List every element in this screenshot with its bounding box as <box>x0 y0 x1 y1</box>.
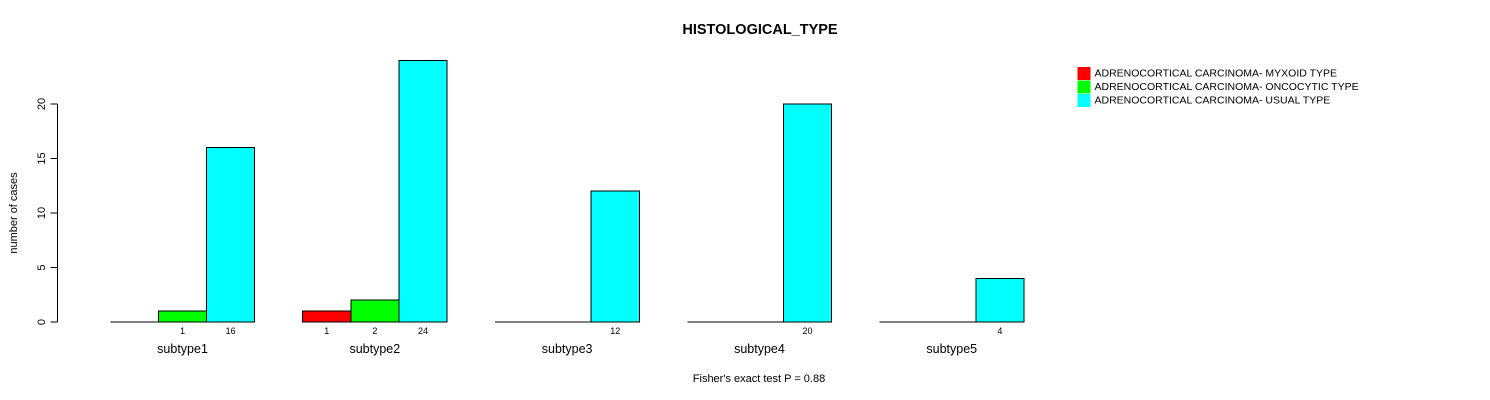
bar-usual-subtype3 <box>590 190 640 323</box>
x-axis-category-label: subtype1 <box>157 342 208 356</box>
bar-usual-subtype1 <box>206 147 256 323</box>
y-axis-tick-label: 10 <box>36 207 48 219</box>
bar-myxoid-subtype2 <box>302 310 352 323</box>
y-axis-title: number of cases <box>8 172 20 254</box>
y-axis-tick-label: 15 <box>36 152 48 164</box>
bar-value-label: 20 <box>803 326 813 336</box>
x-axis-category-label: subtype4 <box>734 342 785 356</box>
bar-value-label: 1 <box>324 326 329 336</box>
bar-oncocytic-subtype2 <box>350 299 400 323</box>
x-axis-category-label: subtype5 <box>926 342 977 356</box>
fisher-test-note: Fisher's exact test P = 0.88 <box>692 373 826 385</box>
bar-usual-subtype2 <box>398 59 448 323</box>
legend-swatch-myxoid <box>1077 67 1091 80</box>
bar-usual-subtype4 <box>783 103 833 323</box>
bar-value-label: 24 <box>418 326 428 336</box>
bar-value-label: 4 <box>997 326 1002 336</box>
bar-usual-subtype5 <box>975 277 1025 323</box>
legend-label-myxoid: ADRENOCORTICAL CARCINOMA- MYXOID TYPE <box>1095 68 1338 80</box>
legend-label-oncocytic: ADRENOCORTICAL CARCINOMA- ONCOCYTIC TYPE <box>1095 81 1359 93</box>
x-axis-category-label: subtype3 <box>542 342 593 356</box>
legend: ADRENOCORTICAL CARCINOMA- MYXOID TYPEADR… <box>1077 67 1359 107</box>
legend-label-usual: ADRENOCORTICAL CARCINOMA- USUAL TYPE <box>1095 95 1331 107</box>
bar-value-label: 16 <box>226 326 236 336</box>
bar-value-label: 2 <box>372 326 377 336</box>
bar-value-label: 1 <box>180 326 185 336</box>
bar-value-label: 12 <box>610 326 620 336</box>
y-axis-tick-label: 0 <box>36 319 48 325</box>
x-axis-category-label: subtype2 <box>349 342 400 356</box>
legend-swatch-oncocytic <box>1077 80 1091 94</box>
y-axis-tick-label: 20 <box>36 98 48 110</box>
chart-title: HISTOLOGICAL_TYPE <box>682 22 838 38</box>
bar-oncocytic-subtype1 <box>158 310 208 323</box>
legend-swatch-usual <box>1077 94 1091 107</box>
y-axis-tick-label: 5 <box>36 264 48 270</box>
